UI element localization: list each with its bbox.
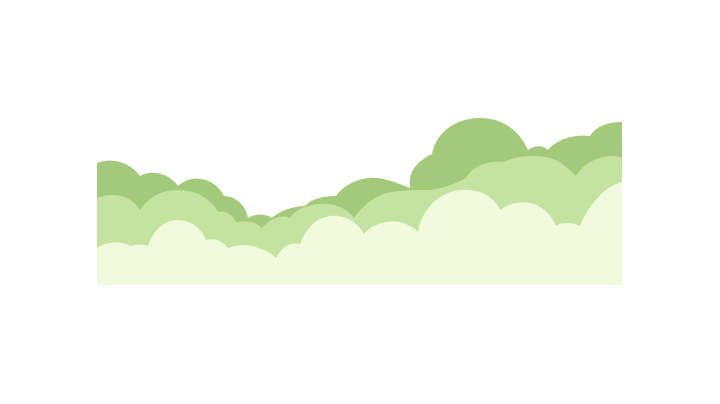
front-bushes-layer — [97, 182, 622, 285]
